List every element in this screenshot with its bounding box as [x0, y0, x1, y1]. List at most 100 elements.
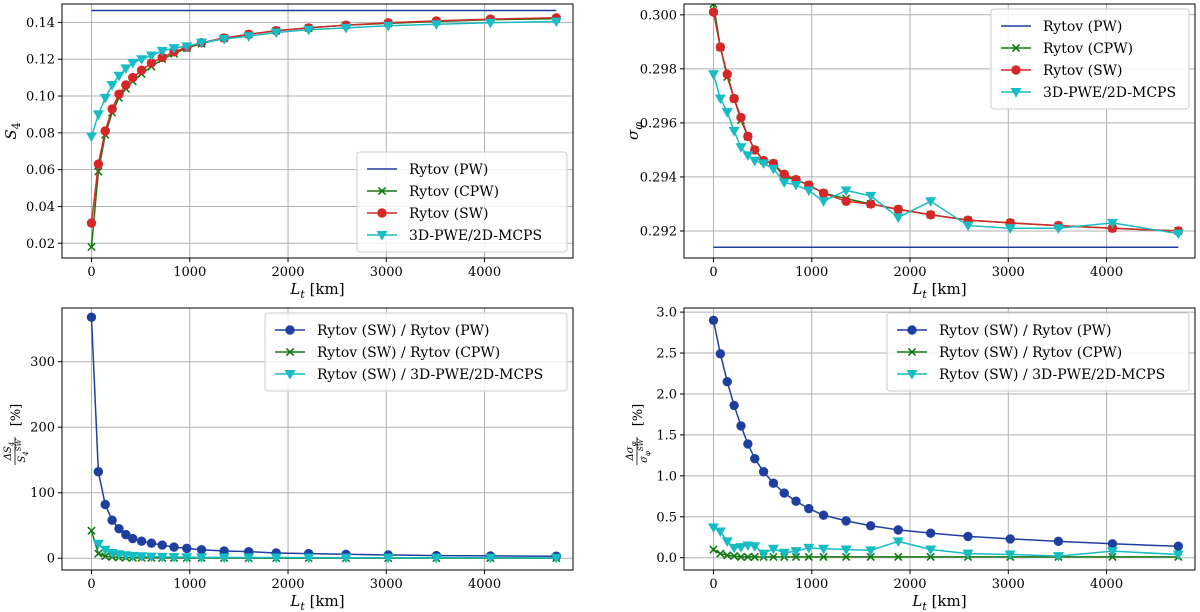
data-point	[925, 545, 937, 556]
y-tick-label: 2.0	[656, 387, 677, 402]
axes-frame	[683, 3, 1196, 259]
series-rytov-sw-3d-pwe-2d-mcps	[707, 523, 1184, 562]
panel-delta-s4: 0 1000 2000 3000 4000 0 100 200 300 Rytov (SW) / …	[3, 307, 574, 612]
x-axis-label: Lt [km]	[911, 280, 966, 301]
data-point	[168, 553, 180, 563]
series-line	[712, 11, 1179, 232]
data-point	[382, 553, 394, 564]
data-point	[735, 543, 747, 553]
data-point	[136, 552, 148, 562]
data-point	[715, 42, 726, 52]
legend-item: Rytov (SW) / Rytov (PW)	[275, 323, 490, 339]
data-point	[1172, 550, 1184, 561]
y-tick-label: 1.0	[656, 469, 677, 484]
x-tick-label: 3000	[992, 265, 1025, 280]
y-label-denominator: S4SW	[15, 439, 30, 463]
data-point	[181, 42, 193, 52]
data-point	[962, 221, 974, 232]
data-point	[107, 104, 117, 114]
legend-marker	[907, 347, 917, 357]
data-point	[729, 93, 739, 104]
y-tick-label: 0.5	[656, 510, 677, 525]
data-point	[87, 242, 96, 252]
legend-marker	[1011, 65, 1021, 75]
legend-marker	[906, 370, 918, 380]
data-point	[767, 164, 779, 175]
legend-item: Rytov (SW) / 3D-PWE/2D-MCPS	[275, 367, 543, 383]
data-point	[791, 496, 801, 506]
series-line	[90, 20, 557, 137]
y-tick-label: 0	[47, 552, 55, 567]
legend-label: Rytov (SW) / Rytov (CPW)	[939, 345, 1122, 361]
data-point	[1004, 550, 1016, 561]
x-tick-label: 1000	[173, 577, 206, 592]
data-point	[893, 204, 903, 215]
series-rytov-sw-rytov-pw-	[86, 312, 561, 561]
y-tick-label: 200	[30, 421, 55, 436]
y-tick-label: 1.5	[656, 428, 677, 443]
x-tick-label: 4000	[468, 577, 501, 592]
data-point	[218, 553, 230, 564]
y-tick-label: 0.14	[26, 16, 55, 31]
data-point	[86, 218, 97, 228]
data-point	[120, 551, 132, 561]
legend-box	[990, 8, 1190, 110]
y-label-numerator: Δσφ	[625, 441, 638, 461]
legend-item: 3D-PWE/2D-MCPS	[367, 228, 542, 244]
data-point	[708, 315, 719, 325]
data-point	[340, 23, 352, 34]
y-axis-label: S4	[2, 122, 23, 139]
legend-label: 3D-PWE/2D-MCPS	[409, 228, 542, 244]
data-point	[736, 552, 746, 562]
legend-label: Rytov (SW) / Rytov (CPW)	[317, 345, 500, 361]
data-point	[841, 552, 851, 562]
legend-marker	[285, 347, 295, 357]
data-point	[1005, 534, 1015, 544]
data-point	[841, 516, 851, 526]
data-point	[840, 545, 852, 556]
data-point	[963, 531, 973, 542]
legend-label: Rytov (PW)	[1043, 19, 1122, 35]
plot-area	[85, 9, 562, 252]
y-tick-label: 0.06	[26, 163, 55, 178]
x-axis-label: Lt [km]	[911, 592, 966, 612]
legend-label: Rytov (SW)	[409, 206, 489, 222]
data-point	[1052, 552, 1064, 562]
data-point	[121, 529, 131, 540]
data-point	[743, 552, 753, 562]
y-label-numerator: ΔS4	[3, 442, 16, 462]
data-point	[743, 131, 753, 142]
data-point	[779, 169, 789, 179]
data-point	[100, 126, 110, 136]
data-point	[145, 51, 157, 62]
data-point	[736, 112, 746, 123]
data-point	[818, 544, 830, 555]
data-point	[728, 127, 740, 137]
data-point	[99, 93, 111, 104]
data-point	[716, 549, 725, 558]
y-tick-label: 300	[30, 355, 55, 370]
data-point	[92, 539, 104, 550]
data-point	[243, 32, 255, 42]
panel-s4: 0 1000 2000 3000 4000 0.02 0.04 0.06 0.08 0.10 0.1…	[2, 3, 574, 301]
data-point	[803, 186, 815, 197]
series-3d-pwe-2d-mcps	[707, 70, 1184, 240]
legend-label: Rytov (SW) / 3D-PWE/2D-MCPS	[317, 367, 543, 383]
y-tick-label: 0.300	[640, 8, 677, 23]
data-point	[818, 510, 829, 520]
data-point	[182, 543, 192, 554]
data-point	[722, 376, 732, 387]
data-point	[926, 552, 935, 562]
data-point	[145, 552, 157, 563]
y-tick-label: 0.292	[640, 224, 677, 239]
data-point	[484, 18, 496, 29]
legend-marker	[1010, 88, 1022, 98]
legend: Rytov (PW) Rytov (CPW) Rytov (SW) 3D-PWE/2D…	[990, 8, 1190, 110]
data-point	[218, 34, 230, 45]
y-tick-label: 0.0	[656, 551, 677, 566]
data-point	[136, 65, 147, 75]
data-point	[484, 553, 496, 564]
legend-item: Rytov (SW)	[1001, 63, 1123, 79]
y-tick-label: 0.12	[26, 53, 55, 68]
